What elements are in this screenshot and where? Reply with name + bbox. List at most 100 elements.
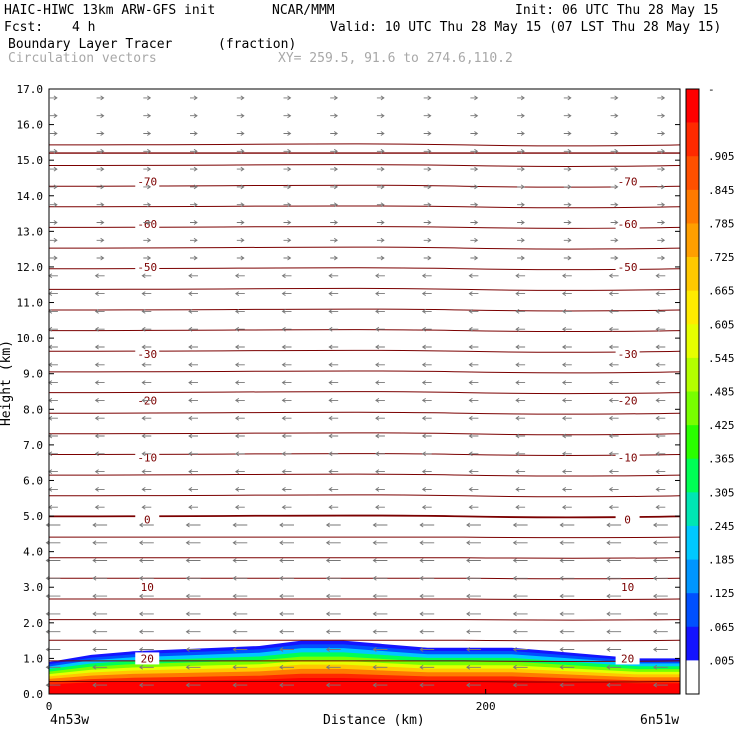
vector-6-14 [328, 433, 339, 439]
vector-12-4 [606, 611, 622, 617]
vector-1-21 [94, 309, 105, 314]
vector-5-32 [283, 113, 292, 119]
vector-5-19 [281, 344, 292, 350]
vector-3-7 [185, 558, 201, 563]
vector-7-22 [375, 291, 385, 296]
vector-0-33 [49, 95, 58, 101]
vector-5-11 [281, 487, 292, 492]
vector-12-8 [606, 540, 622, 546]
vector-7-21 [375, 309, 385, 314]
vector-11-26 [563, 220, 572, 225]
vector-11-18 [561, 362, 572, 368]
vector-4-22 [234, 291, 245, 296]
org-label: NCAR/MMM [272, 3, 335, 18]
vector-12-9 [606, 522, 622, 528]
vector-7-15 [375, 415, 385, 421]
colorbar-label-7: .545 [708, 352, 735, 365]
vector-8-19 [421, 344, 432, 350]
vector-12-25 [610, 237, 619, 243]
vector-10-28 [517, 184, 525, 190]
vector-8-17 [421, 380, 432, 385]
contour-label-5-left: -10 [137, 451, 157, 464]
vector-1-8 [92, 540, 108, 546]
vector-3-12 [188, 469, 198, 474]
vector-0-19 [48, 344, 58, 350]
vector-1-17 [94, 380, 105, 385]
vector-0-16 [48, 398, 58, 403]
vector-10-0 [512, 682, 528, 688]
vector-9-29 [470, 166, 479, 172]
vector-7-27 [376, 202, 385, 208]
vector-1-18 [94, 362, 105, 368]
vector-5-22 [281, 291, 292, 296]
vector-2-14 [141, 433, 152, 439]
vector-11-21 [561, 309, 572, 314]
y-tick-label-2: 2.0 [23, 617, 43, 630]
vector-11-33 [563, 95, 572, 101]
vector-4-30 [236, 148, 245, 154]
vector-8-13 [421, 451, 432, 457]
vector-8-1 [419, 664, 435, 670]
vector-5-25 [283, 237, 292, 243]
vector-1-0 [92, 682, 108, 688]
vector-9-8 [466, 540, 481, 546]
vector-10-7 [512, 558, 528, 563]
vector-1-4 [92, 611, 108, 617]
vector-11-5 [559, 593, 575, 599]
vector-10-17 [515, 380, 526, 385]
vector-11-11 [561, 487, 572, 492]
vector-6-6 [325, 575, 341, 581]
contour-label-4-right: -20 [618, 394, 638, 407]
vector-5-17 [281, 380, 292, 385]
vector-0-13 [48, 451, 58, 457]
contour-label-1-left: -60 [137, 218, 157, 231]
vector-2-32 [143, 113, 152, 119]
contour-line-8 [48, 514, 681, 519]
contour-line-18 [48, 308, 681, 312]
vector-3-15 [188, 415, 198, 421]
vector-1-11 [94, 487, 105, 492]
colorbar-swatch-8 [686, 357, 699, 392]
vector-12-29 [610, 166, 619, 172]
vector-9-32 [470, 113, 479, 119]
vector-10-30 [517, 148, 525, 154]
vector-13-31 [657, 131, 666, 136]
vector-1-14 [94, 433, 105, 439]
x-tick-label-1: 200 [476, 700, 496, 713]
contour-label-0-left: -70 [137, 176, 157, 189]
vector-6-28 [330, 184, 339, 190]
vector-12-20 [608, 326, 619, 332]
vector-13-8 [652, 540, 668, 546]
vector-0-14 [48, 433, 58, 439]
vector-1-12 [94, 469, 105, 474]
vector-6-3 [325, 629, 341, 635]
vector-8-30 [423, 148, 432, 154]
vector-2-11 [141, 487, 152, 492]
x-axis-label: Distance (km) [323, 713, 425, 728]
forecast-label: Fcst: [4, 20, 44, 35]
vector-0-27 [49, 202, 58, 208]
vector-2-23 [141, 273, 152, 279]
contour-label-1-right: -60 [618, 218, 638, 231]
vector-10-13 [515, 451, 526, 457]
vector-12-10 [608, 504, 619, 510]
vector-1-24 [96, 255, 105, 261]
vector-9-2 [466, 647, 481, 652]
contour-label-bg-8-right [615, 652, 640, 665]
colorbar-label-6: .605 [708, 318, 735, 331]
vector-13-15 [655, 415, 666, 421]
vector-5-29 [283, 166, 292, 172]
vector-7-28 [376, 184, 385, 190]
vector-8-27 [423, 202, 432, 208]
vector-12-14 [608, 433, 619, 439]
vector-4-10 [234, 504, 245, 510]
vector-8-25 [423, 237, 432, 243]
vector-1-16 [94, 398, 105, 403]
contour-label-8-left: 20 [141, 652, 154, 665]
vector-10-10 [515, 504, 526, 510]
colorbar-swatch-4 [686, 223, 699, 258]
vector-0-11 [48, 487, 58, 492]
vector-2-22 [141, 291, 152, 296]
vector-4-32 [236, 113, 245, 119]
vector-8-24 [423, 255, 432, 261]
